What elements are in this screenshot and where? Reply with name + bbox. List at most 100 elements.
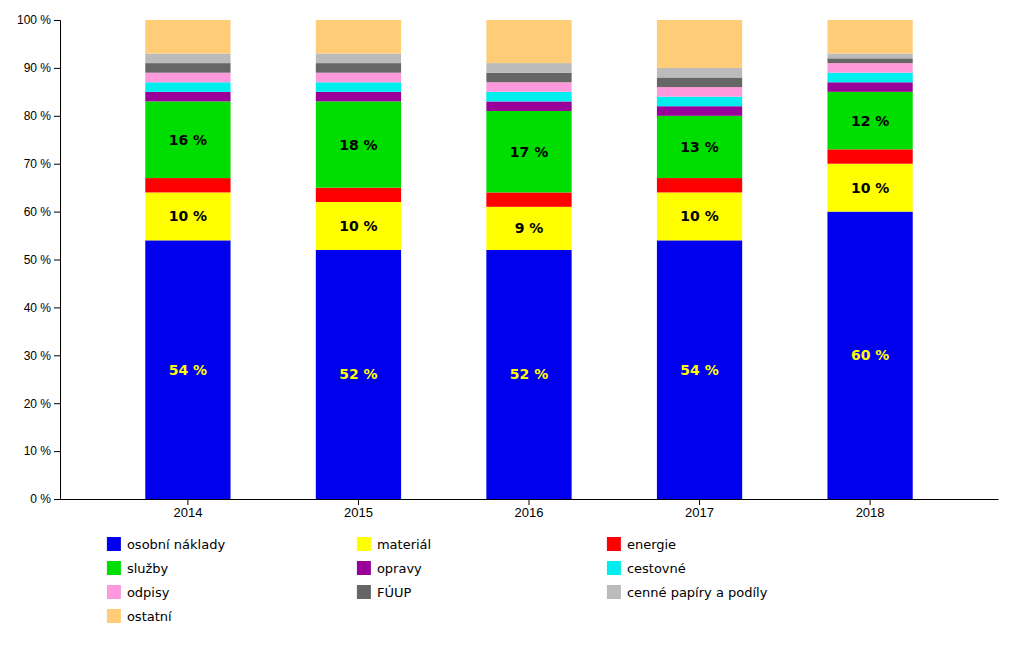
bar bbox=[486, 63, 571, 73]
y-tick: 40 % bbox=[24, 301, 60, 315]
y-tick: 10 % bbox=[24, 444, 60, 458]
x-tick: 2017 bbox=[685, 499, 714, 520]
bar bbox=[316, 250, 401, 499]
bar bbox=[145, 92, 230, 102]
bar bbox=[145, 82, 230, 92]
tick-label: 20 % bbox=[24, 397, 52, 411]
legend-swatch bbox=[107, 609, 121, 623]
data-label: 60 % bbox=[851, 347, 889, 363]
y-tick: 70 % bbox=[24, 157, 60, 171]
data-label: 54 % bbox=[169, 362, 207, 378]
legend-item: ostatní bbox=[107, 609, 172, 624]
tick-label: 50 % bbox=[24, 253, 52, 267]
data-label: 52 % bbox=[339, 366, 377, 382]
legend-swatch bbox=[107, 585, 121, 599]
legend-swatch bbox=[107, 537, 121, 551]
bar bbox=[827, 20, 912, 54]
plot: 0 % 10 % 20 % 30 % 40 % 50 % 60 % 70 % 80 % 90 % 1… bbox=[17, 13, 999, 623]
legend-item: cenné papíry a podíly bbox=[607, 585, 768, 600]
legend-label: cestovné bbox=[627, 561, 686, 576]
legend-swatch bbox=[607, 537, 621, 551]
bar bbox=[657, 97, 742, 107]
chart: 0 % 10 % 20 % 30 % 40 % 50 % 60 % 70 % 80 % 90 % 1… bbox=[0, 0, 1018, 659]
data-label: 16 % bbox=[169, 132, 207, 148]
data-label: 54 % bbox=[680, 362, 718, 378]
legend-item: opravy bbox=[357, 561, 422, 576]
tick-label: 2017 bbox=[685, 505, 714, 520]
bar bbox=[486, 101, 571, 111]
legend-item: FÚUP bbox=[357, 585, 412, 600]
bar bbox=[145, 178, 230, 192]
bar bbox=[145, 73, 230, 83]
x-tick: 2015 bbox=[344, 499, 373, 520]
y-tick: 20 % bbox=[24, 397, 60, 411]
tick-label: 80 % bbox=[24, 109, 52, 123]
bar bbox=[657, 20, 742, 68]
series bbox=[145, 92, 912, 193]
axis-domain bbox=[54, 21, 61, 500]
data-label: 18 % bbox=[339, 137, 377, 153]
legend-label: FÚUP bbox=[377, 585, 412, 600]
tick-label: 2014 bbox=[173, 505, 202, 520]
bar bbox=[145, 20, 230, 54]
data-label: 10 % bbox=[680, 208, 718, 224]
x-tick: 2014 bbox=[173, 499, 202, 520]
bar bbox=[316, 188, 401, 202]
legend-label: energie bbox=[627, 537, 676, 552]
x-tick: 2016 bbox=[515, 499, 544, 520]
tick-mark bbox=[54, 355, 60, 356]
tick-label: 60 % bbox=[24, 205, 52, 219]
tick-mark bbox=[54, 260, 60, 261]
bar bbox=[827, 82, 912, 92]
bar bbox=[145, 240, 230, 499]
x-tick: 2018 bbox=[856, 499, 885, 520]
data-label: 12 % bbox=[851, 113, 889, 129]
bar bbox=[827, 149, 912, 163]
legend-swatch bbox=[607, 561, 621, 575]
y-tick: 100 % bbox=[17, 13, 60, 27]
tick-mark bbox=[187, 499, 188, 505]
bar bbox=[486, 111, 571, 192]
bar bbox=[657, 192, 742, 240]
data-label: 52 % bbox=[510, 366, 548, 382]
legend-label: služby bbox=[127, 561, 169, 576]
bar bbox=[145, 63, 230, 73]
tick-mark bbox=[358, 499, 359, 505]
bar bbox=[827, 58, 912, 63]
legend-item: materiál bbox=[357, 537, 431, 552]
y-tick: 30 % bbox=[24, 349, 60, 363]
y-tick: 80 % bbox=[24, 109, 60, 123]
legend-item: osobní náklady bbox=[107, 537, 225, 552]
tick-mark bbox=[699, 499, 700, 505]
tick-label: 90 % bbox=[24, 61, 52, 75]
tick-mark bbox=[54, 212, 60, 213]
data-label: 13 % bbox=[680, 139, 718, 155]
bar bbox=[657, 77, 742, 87]
bar bbox=[827, 212, 912, 499]
tick-label: 30 % bbox=[24, 349, 52, 363]
bar bbox=[316, 101, 401, 187]
bar bbox=[316, 73, 401, 83]
legend-item: energie bbox=[607, 537, 676, 552]
y-tick: 0 % bbox=[30, 492, 60, 506]
y-tick: 50 % bbox=[24, 253, 60, 267]
tick-label: 0 % bbox=[30, 492, 51, 506]
bar bbox=[316, 63, 401, 73]
legend-label: ostatní bbox=[127, 609, 172, 624]
bar bbox=[316, 92, 401, 102]
bar bbox=[827, 63, 912, 73]
bar bbox=[827, 92, 912, 149]
bar bbox=[316, 202, 401, 250]
data-label: 9 % bbox=[515, 220, 544, 236]
bar bbox=[145, 54, 230, 64]
bar bbox=[657, 106, 742, 116]
tick-label: 2015 bbox=[344, 505, 373, 520]
data-label: 10 % bbox=[851, 180, 889, 196]
legend-label: odpisy bbox=[127, 585, 170, 600]
bars bbox=[145, 20, 912, 499]
bar bbox=[657, 116, 742, 178]
legend-label: osobní náklady bbox=[127, 537, 225, 552]
tick-label: 10 % bbox=[24, 444, 52, 458]
data-labels: 54 %52 %52 %54 %60 %10 %10 %9 %10 %10 %1… bbox=[169, 113, 890, 383]
data-label: 10 % bbox=[339, 218, 377, 234]
